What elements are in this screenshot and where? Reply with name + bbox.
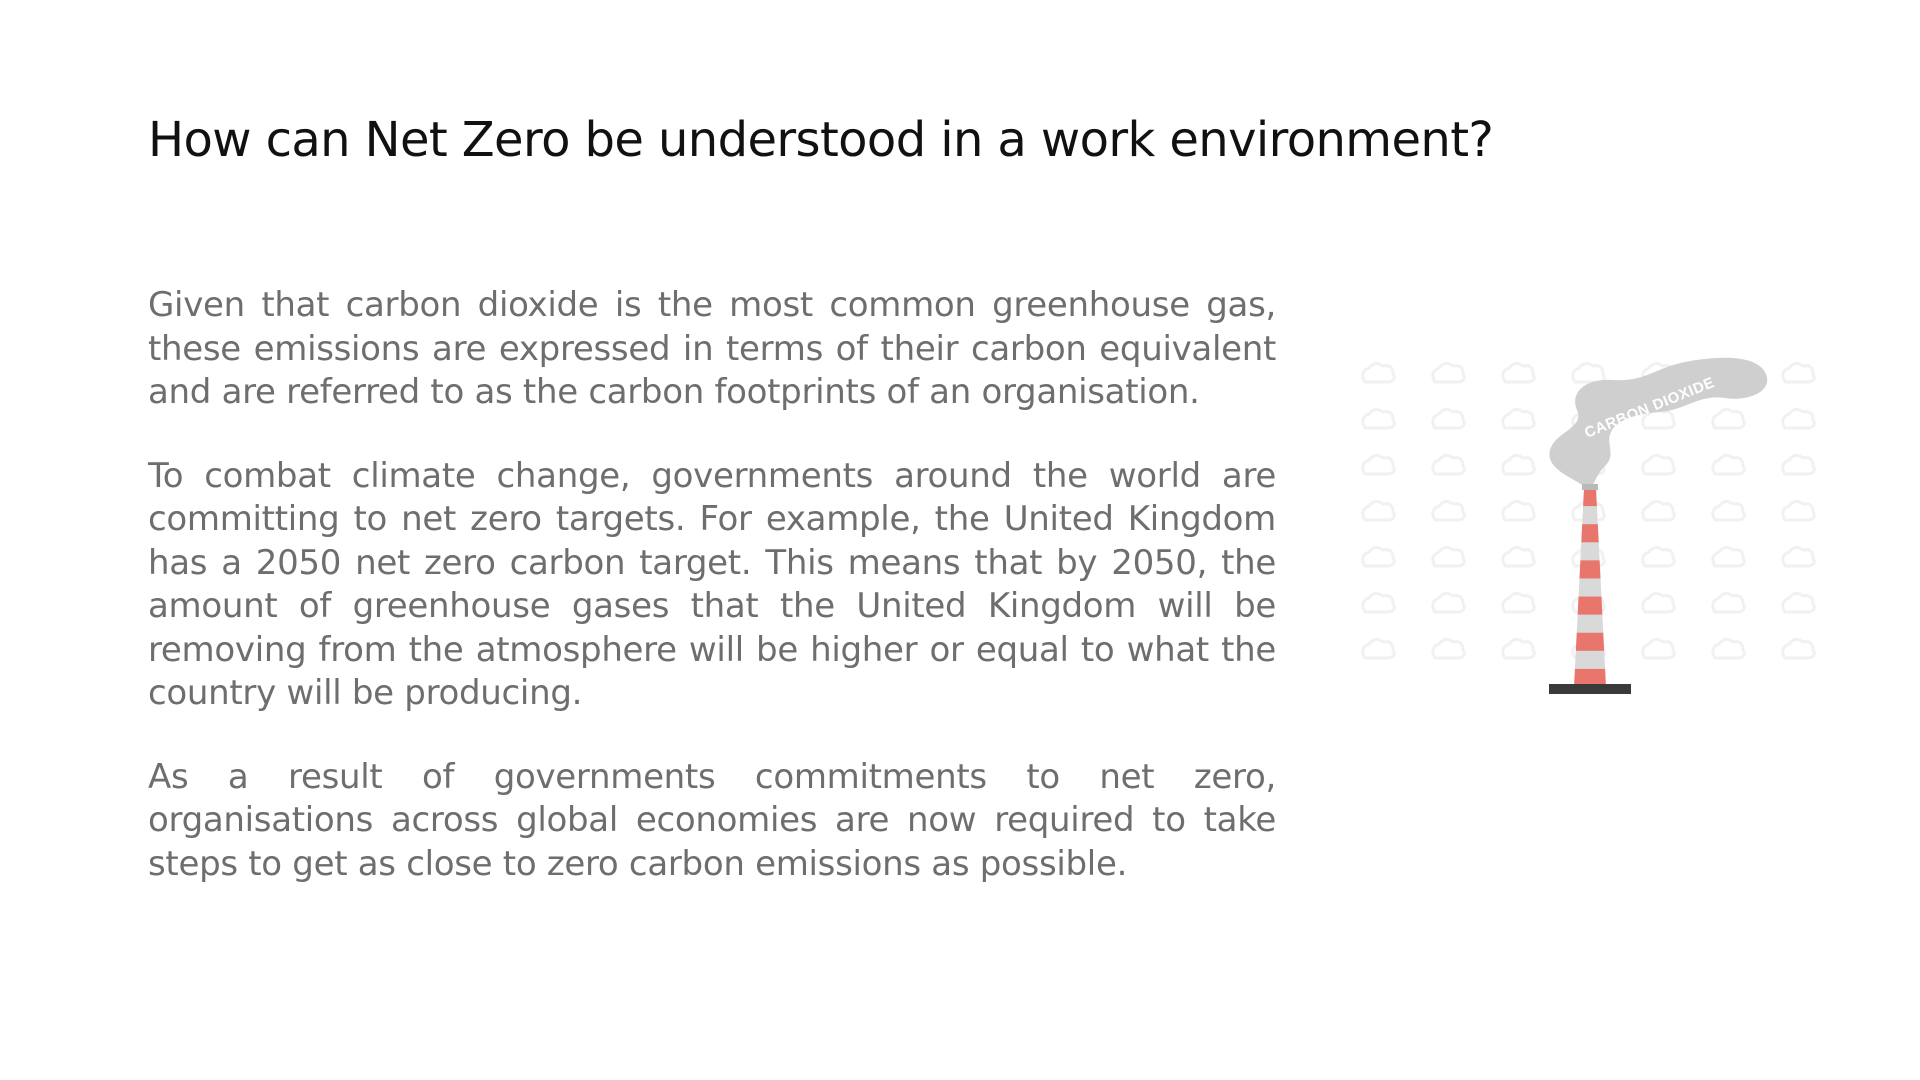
paragraph-carbon-footprint: Given that carbon dioxide is the most co… (148, 285, 1276, 412)
paragraph-net-zero-targets: To combat climate change, governments ar… (148, 455, 1276, 714)
chimney-icon (1549, 484, 1631, 694)
paragraph-organisations: As a result of governments commitments t… (148, 756, 1276, 884)
chimney-illustration: CARBON DIOXIDE (1355, 350, 1835, 710)
body-text: Given that carbon dioxide is the most co… (148, 284, 1276, 926)
slide-title: How can Net Zero be understood in a work… (148, 112, 1494, 168)
smoke-icon: CARBON DIOXIDE (1549, 357, 1768, 490)
